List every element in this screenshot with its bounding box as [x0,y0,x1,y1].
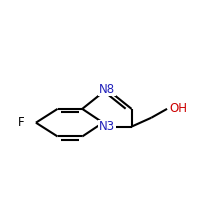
Text: OH: OH [169,102,187,115]
Text: F: F [18,116,24,129]
Text: N8: N8 [99,83,115,96]
Text: N3: N3 [99,120,115,133]
